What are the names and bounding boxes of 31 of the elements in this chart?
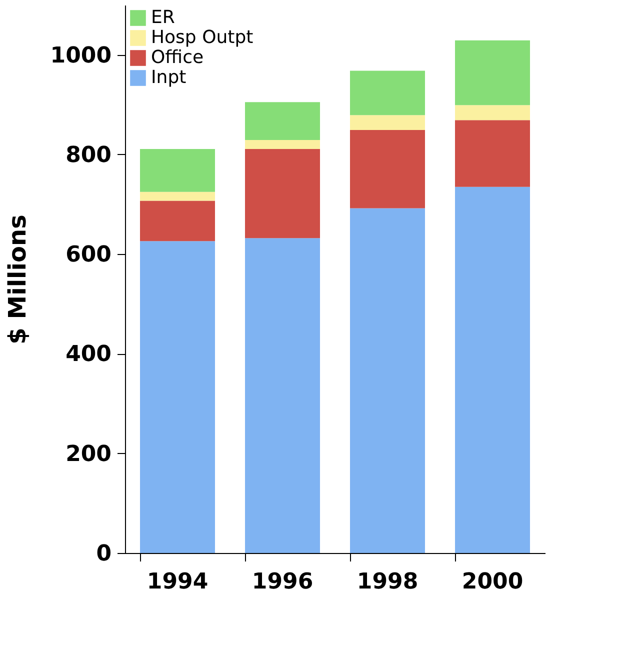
bar xyxy=(140,200,215,242)
y-tick-label: 0 xyxy=(96,542,112,566)
y-tick-label: 200 xyxy=(66,442,112,467)
bar xyxy=(140,241,215,553)
bar xyxy=(140,148,215,192)
bar xyxy=(350,70,425,116)
legend-label: Inpt xyxy=(151,67,186,88)
legend-label: Hosp Outpt xyxy=(151,27,254,48)
x-tick-label: 1996 xyxy=(252,570,314,594)
legend-label: ER xyxy=(151,7,175,28)
bar xyxy=(245,140,320,149)
y-axis-title: $ Millions xyxy=(3,214,32,344)
y-tick-label: 400 xyxy=(66,342,112,368)
bar xyxy=(350,115,425,130)
y-tick-label: 600 xyxy=(66,242,112,268)
legend-label: Office xyxy=(151,47,204,68)
bar xyxy=(350,130,425,208)
x-tick-label: 1998 xyxy=(356,570,418,594)
bar xyxy=(455,120,530,187)
x-tick-label: 2000 xyxy=(462,570,524,594)
y-tick-label: 800 xyxy=(66,142,112,168)
bar xyxy=(140,192,215,201)
x-tick-label: 1994 xyxy=(146,570,208,594)
y-tick-label: 1000 xyxy=(50,43,112,68)
bar xyxy=(455,105,530,120)
bar xyxy=(455,40,530,106)
bar xyxy=(455,186,530,553)
bar xyxy=(245,102,320,140)
bar xyxy=(350,208,425,553)
bar xyxy=(245,238,320,553)
bar xyxy=(245,148,320,238)
